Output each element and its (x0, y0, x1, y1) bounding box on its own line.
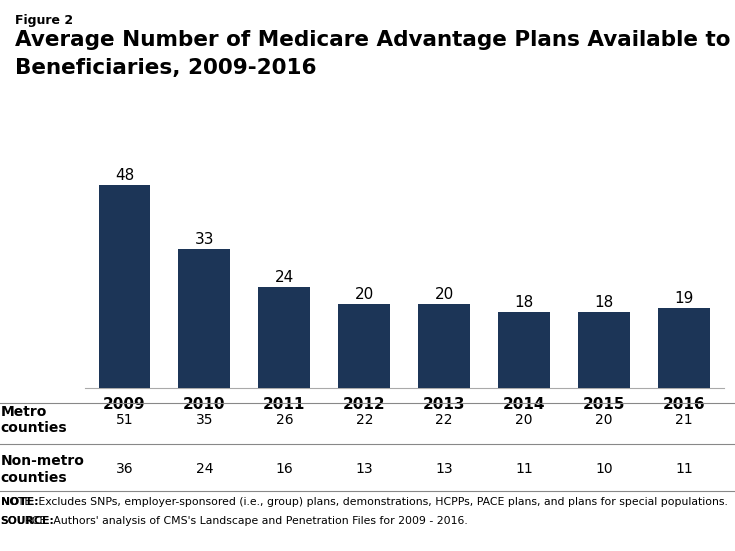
Bar (578, 312, 630, 388)
Bar (98, 185, 151, 388)
Text: 13: 13 (356, 462, 373, 477)
Text: 24: 24 (275, 270, 294, 285)
Text: 20: 20 (595, 413, 613, 427)
Text: SOURCE: Authors' analysis of CMS's Landscape and Penetration Files for 2009 - 20: SOURCE: Authors' analysis of CMS's Lands… (1, 516, 467, 526)
Text: 11: 11 (515, 462, 533, 477)
Text: Non-metro
counties: Non-metro counties (1, 455, 85, 484)
Text: 13: 13 (435, 462, 453, 477)
Text: Figure 2: Figure 2 (15, 14, 73, 27)
Text: Beneficiaries, 2009-2016: Beneficiaries, 2009-2016 (15, 58, 316, 78)
Text: 18: 18 (514, 295, 534, 310)
Text: 19: 19 (674, 291, 694, 306)
Text: Average Number of Medicare Advantage Plans Available to: Average Number of Medicare Advantage Pla… (15, 30, 730, 50)
Text: 18: 18 (595, 295, 614, 310)
Text: THE HENRY J.: THE HENRY J. (656, 504, 703, 510)
Text: 20: 20 (355, 287, 374, 302)
Text: FOUNDATION: FOUNDATION (656, 536, 703, 541)
Text: 35: 35 (196, 413, 213, 427)
Text: 36: 36 (115, 462, 133, 477)
Text: 26: 26 (276, 413, 293, 427)
Bar (259, 287, 310, 388)
Text: SOURCE:: SOURCE: (1, 516, 54, 526)
Bar (418, 304, 470, 388)
Text: NOTE:: NOTE: (1, 497, 38, 507)
Text: 22: 22 (356, 413, 373, 427)
Bar (179, 249, 230, 388)
Text: FAMILY: FAMILY (659, 523, 700, 533)
Text: NOTE: Excludes SNPs, employer-sponsored (i.e., group) plans, demonstrations, HCP: NOTE: Excludes SNPs, employer-sponsored … (1, 497, 728, 507)
Text: 20: 20 (434, 287, 453, 302)
Text: 10: 10 (595, 462, 613, 477)
Text: 21: 21 (675, 413, 693, 427)
Bar (338, 304, 390, 388)
Text: 51: 51 (115, 413, 133, 427)
Text: KAISER: KAISER (654, 511, 705, 523)
Text: 11: 11 (675, 462, 693, 477)
Text: 33: 33 (195, 232, 214, 247)
Bar (658, 308, 710, 388)
Text: Metro
counties: Metro counties (1, 405, 68, 435)
Text: 24: 24 (196, 462, 213, 477)
Bar (498, 312, 550, 388)
Text: 16: 16 (276, 462, 293, 477)
Text: 20: 20 (515, 413, 533, 427)
Text: 48: 48 (115, 168, 134, 183)
Text: 22: 22 (435, 413, 453, 427)
